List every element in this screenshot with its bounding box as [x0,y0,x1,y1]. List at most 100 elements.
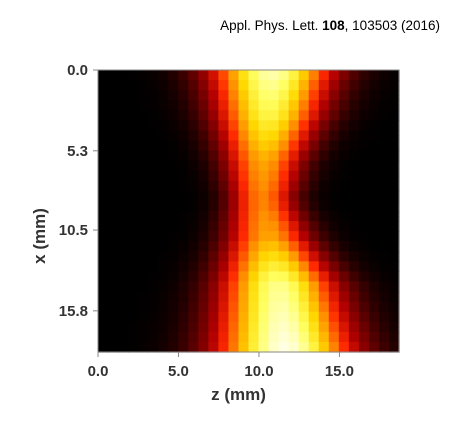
heatmap-cell [278,190,290,202]
heatmap-cell [318,180,330,192]
heatmap-cell [368,200,380,212]
heatmap-cell [98,110,109,121]
heatmap-cell [358,90,370,101]
heatmap-cell [118,211,129,222]
heatmap-cell [348,281,360,293]
heatmap-cell [228,170,240,182]
heatmap-cell [358,211,370,222]
heatmap-cell [128,321,139,333]
heatmap-cell [338,311,350,323]
heatmap-cell [368,70,380,81]
heatmap-cell [388,100,400,111]
heatmap-cell [148,211,159,222]
heatmap-cell [328,180,340,192]
heatmap-cell [238,331,250,343]
heatmap-cell [238,261,250,273]
heatmap-cell [138,200,149,212]
heatmap-cell [148,291,159,303]
heatmap-cell [188,291,199,303]
heatmap-cell [378,70,390,81]
heatmap-cell [338,80,350,91]
heatmap-cell [308,301,320,313]
heatmap-cell [208,281,219,293]
heatmap-cell [238,140,250,152]
heatmap-cell [388,271,400,283]
heatmap-cell [128,301,139,313]
heatmap-cell [388,341,400,353]
heatmap-cell [298,331,310,343]
heatmap-cell [138,211,149,222]
heatmap-cell [178,241,189,252]
heatmap-cell [258,211,270,222]
y-tick-label: 10.5 [59,222,88,239]
heatmap-cell [318,110,330,121]
heatmap-cell [158,221,169,232]
heatmap-cell [278,291,290,303]
heatmap-cell [238,160,250,172]
heatmap-cell [348,110,360,121]
heatmap-cell [368,170,380,182]
heatmap-cell [138,180,149,192]
heatmap-cell [388,120,400,132]
heatmap-cell [338,251,350,262]
heatmap-cell [338,140,350,152]
heatmap-cell [388,200,400,212]
heatmap-cell [158,281,169,293]
heatmap-cell [368,120,380,132]
heatmap-cell [358,321,370,333]
heatmap-cell [208,221,219,232]
heatmap-cell [368,211,380,222]
heatmap-cell [248,110,260,121]
heatmap-cell [248,80,260,91]
heatmap-cell [278,110,290,121]
heatmap-cell [298,271,310,283]
heatmap-cell [108,271,119,283]
heatmap-cell [338,211,350,222]
heatmap-cell [178,321,189,333]
heatmap-cell [188,90,199,101]
heatmap-cell [228,160,240,172]
heatmap-cell [358,70,370,81]
heatmap-cell [168,70,179,81]
heatmap-cell [338,200,350,212]
heatmap-cell [388,130,400,142]
heatmap-cell [128,271,139,283]
heatmap-cell [328,211,340,222]
heatmap-cell [148,271,159,283]
heatmap-cell [378,301,390,313]
heatmap-cell [118,331,129,343]
heatmap-cell [368,271,380,283]
heatmap-cell [98,130,109,142]
heatmap-cell [368,90,380,101]
heatmap-cell [268,311,280,323]
heatmap-cell [318,271,330,283]
heatmap-cell [168,150,179,162]
heatmap-cell [98,251,109,262]
heatmap-cell [218,70,230,81]
heatmap-cell [258,341,270,353]
heatmap-cell [198,211,209,222]
heatmap-cell [358,180,370,192]
heatmap-cell [158,100,169,111]
heatmap-cell [258,261,270,273]
heatmap-cell [268,190,280,202]
heatmap-cell [178,160,189,172]
heatmap-cell [158,200,169,212]
heatmap-cell [208,291,219,303]
heatmap-cell [348,160,360,172]
heatmap-cell [158,80,169,91]
heatmap-cell [218,341,230,353]
heatmap-cell [108,261,119,273]
heatmap-cell [368,241,380,252]
heatmap-cell [98,190,109,202]
heatmap-cell [138,251,149,262]
heatmap-cell [148,281,159,293]
heatmap-cell [388,160,400,172]
heatmap-cell [368,331,380,343]
heatmap-cell [378,211,390,222]
heatmap-cell [238,211,250,222]
heatmap-cell [98,211,109,222]
heatmap-cell [298,90,310,101]
heatmap-cell [368,130,380,142]
